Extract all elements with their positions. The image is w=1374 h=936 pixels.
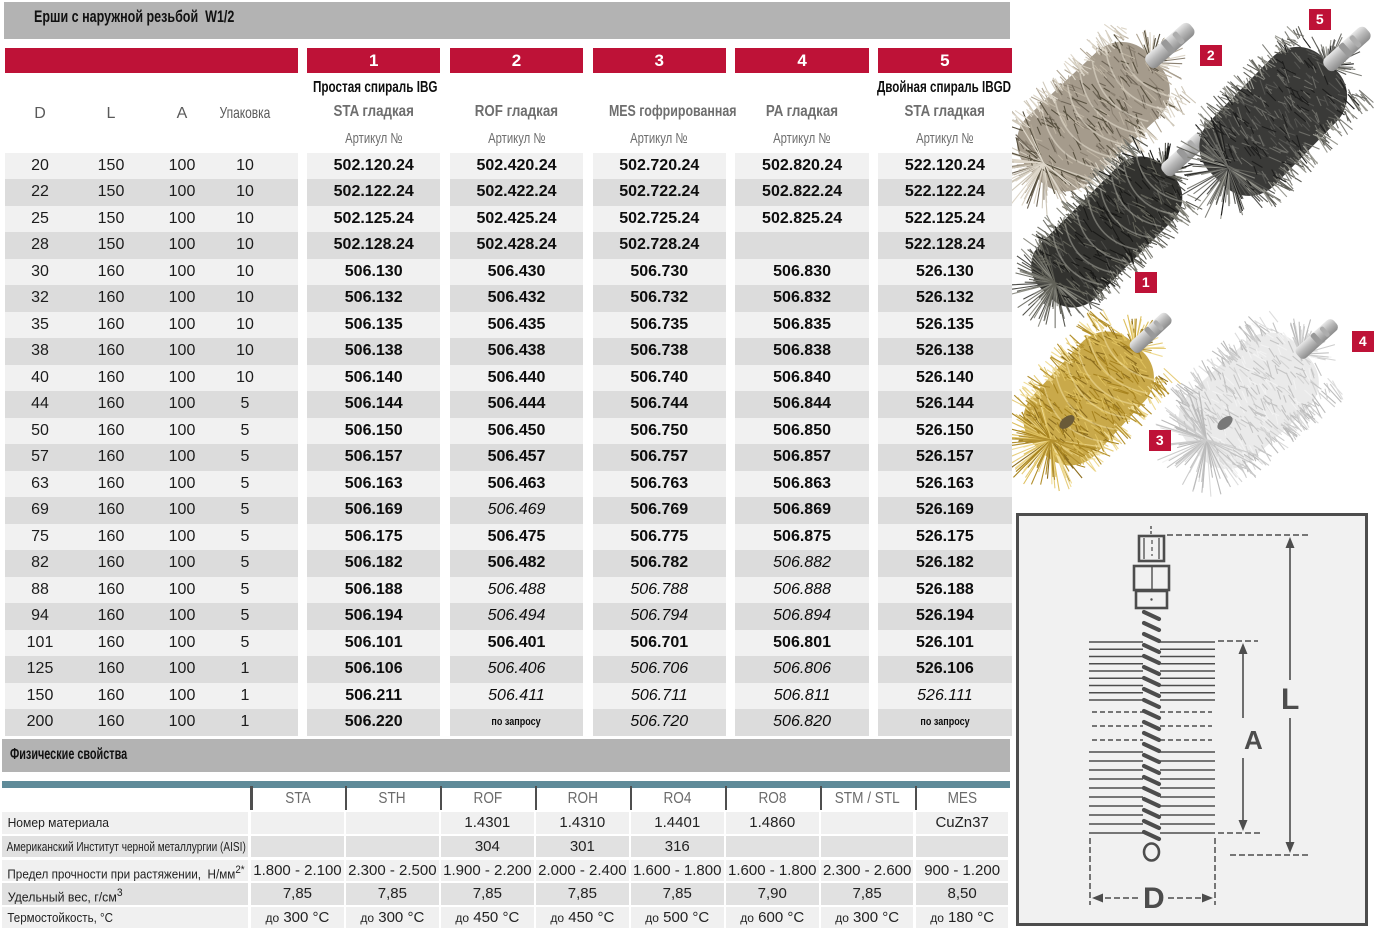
svg-text:D: D	[1143, 882, 1165, 915]
svg-text:A: A	[1244, 725, 1263, 755]
svg-text:L: L	[1281, 683, 1299, 716]
